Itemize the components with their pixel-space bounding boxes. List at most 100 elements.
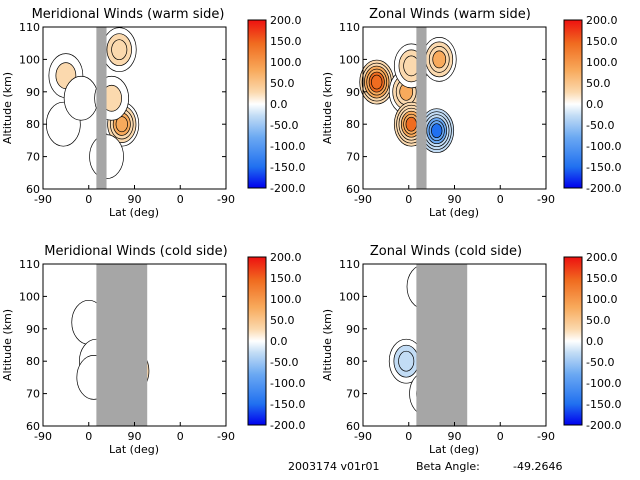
colorbar-tick-label: -100.0 bbox=[270, 377, 305, 390]
y-tick-label: 80 bbox=[346, 355, 360, 368]
contour-ring bbox=[431, 123, 443, 139]
y-tick-label: 90 bbox=[346, 86, 360, 99]
contour-ring bbox=[115, 116, 128, 133]
meridional-cold-panel: Meridional Winds (cold side) -90 0 90 0 -90 … bbox=[1, 244, 305, 456]
plot-area bbox=[359, 27, 457, 189]
no-data-band bbox=[416, 27, 427, 189]
x-axis-ticks: -90 0 90 0 -90 bbox=[354, 185, 555, 206]
y-axis-label: Altitude (km) bbox=[321, 72, 334, 144]
x-tick-label: -90 bbox=[217, 193, 235, 206]
beta-angle-value: -49.2646 bbox=[513, 460, 562, 473]
y-tick-label: 100 bbox=[339, 53, 360, 66]
x-tick-label: 90 bbox=[128, 193, 142, 206]
y-axis-ticks: 60 70 80 90 100 110 bbox=[19, 21, 226, 196]
x-tick-label: 90 bbox=[448, 430, 462, 443]
colorbar-tick-label: 50.0 bbox=[586, 314, 611, 327]
y-tick-label: 80 bbox=[26, 355, 40, 368]
colorbar-tick-label: -100.0 bbox=[270, 140, 305, 153]
colorbar-tick-label: 150.0 bbox=[586, 35, 618, 48]
colorbar-tick-label: 0.0 bbox=[586, 98, 604, 111]
beta-angle-label: Beta Angle: bbox=[416, 460, 480, 473]
y-tick-label: 70 bbox=[346, 151, 360, 164]
no-data-band bbox=[416, 264, 468, 426]
colorbar-tick-label: 0.0 bbox=[586, 335, 604, 348]
colorbar-tick-label: 150.0 bbox=[270, 35, 302, 48]
meridional-warm-panel: Meridional Winds (warm side) -90 0 90 0 -90 … bbox=[1, 7, 305, 219]
x-tick-label: 90 bbox=[128, 430, 142, 443]
colorbar-tick-label: -150.0 bbox=[586, 161, 621, 174]
y-tick-label: 100 bbox=[339, 290, 360, 303]
x-tick-label: 0 bbox=[85, 430, 92, 443]
panel-title: Meridional Winds (cold side) bbox=[44, 244, 227, 259]
panel-title: Zonal Winds (warm side) bbox=[369, 7, 531, 22]
y-tick-label: 70 bbox=[26, 388, 40, 401]
contour-ring bbox=[63, 75, 99, 121]
y-tick-label: 90 bbox=[26, 86, 40, 99]
x-axis-label: Lat (deg) bbox=[109, 443, 159, 456]
colorbar-tick-label: -50.0 bbox=[586, 356, 614, 369]
run-id-label: 2003174 v01r01 bbox=[288, 460, 380, 473]
x-tick-label: -90 bbox=[354, 193, 372, 206]
y-axis-ticks: 60 70 80 90 100 110 bbox=[339, 21, 546, 196]
y-tick-label: 70 bbox=[346, 388, 360, 401]
y-tick-label: 60 bbox=[346, 420, 360, 433]
colorbar-scale bbox=[247, 256, 267, 426]
y-tick-label: 80 bbox=[26, 118, 40, 131]
colorbar-tick-label: -100.0 bbox=[586, 377, 621, 390]
x-tick-label: 0 bbox=[405, 430, 412, 443]
x-axis-label: Lat (deg) bbox=[429, 443, 479, 456]
colorbar-tick-label: 200.0 bbox=[270, 251, 302, 264]
x-tick-label: 0 bbox=[497, 193, 504, 206]
y-axis-ticks: 60 70 80 90 100 110 bbox=[339, 258, 546, 433]
y-tick-label: 100 bbox=[19, 290, 40, 303]
x-axis-label: Lat (deg) bbox=[109, 206, 159, 219]
colorbar-tick-label: 200.0 bbox=[586, 14, 618, 27]
y-tick-label: 100 bbox=[19, 53, 40, 66]
colorbar: 200.0 150.0 100.0 50.0 0.0 -50.0 -100.0 -150.0 -… bbox=[247, 14, 305, 195]
x-tick-label: -90 bbox=[537, 193, 555, 206]
y-axis-label: Altitude (km) bbox=[1, 72, 14, 144]
colorbar-tick-label: -50.0 bbox=[270, 356, 298, 369]
colorbar-tick-label: 100.0 bbox=[270, 293, 302, 306]
y-tick-label: 110 bbox=[19, 258, 40, 271]
x-axis-label: Lat (deg) bbox=[429, 206, 479, 219]
colorbar-tick-label: -150.0 bbox=[270, 161, 305, 174]
y-tick-label: 70 bbox=[26, 151, 40, 164]
x-tick-label: 0 bbox=[177, 193, 184, 206]
y-axis-ticks: 60 70 80 90 100 110 bbox=[19, 258, 226, 433]
colorbar-tick-label: -50.0 bbox=[586, 119, 614, 132]
wind-cell bbox=[101, 27, 137, 73]
colorbar: 200.0 150.0 100.0 50.0 0.0 -50.0 -100.0 -150.0 -… bbox=[247, 251, 305, 432]
plot-area bbox=[71, 264, 150, 426]
colorbar-tick-label: 50.0 bbox=[270, 77, 295, 90]
colorbar-tick-label: 100.0 bbox=[586, 293, 618, 306]
colorbar-tick-label: 150.0 bbox=[586, 272, 618, 285]
colorbar-tick-label: -200.0 bbox=[586, 182, 621, 195]
wind-cell bbox=[388, 338, 424, 384]
contour-ring bbox=[371, 74, 383, 90]
x-axis-ticks: -90 0 90 0 -90 bbox=[34, 422, 235, 443]
colorbar-tick-label: 0.0 bbox=[270, 98, 288, 111]
panel-title: Zonal Winds (cold side) bbox=[370, 244, 522, 259]
contour-ring bbox=[398, 350, 415, 372]
y-tick-label: 60 bbox=[26, 420, 40, 433]
colorbar-tick-label: 200.0 bbox=[270, 14, 302, 27]
colorbar-tick-label: -200.0 bbox=[270, 419, 305, 432]
x-tick-label: -90 bbox=[34, 430, 52, 443]
plot-area bbox=[45, 27, 140, 189]
y-tick-label: 90 bbox=[346, 323, 360, 336]
x-tick-label: 0 bbox=[85, 193, 92, 206]
y-tick-label: 110 bbox=[19, 21, 40, 34]
colorbar: 200.0 150.0 100.0 50.0 0.0 -50.0 -100.0 -150.0 -… bbox=[563, 251, 621, 432]
zonal-warm-panel: Zonal Winds (warm side) -90 0 90 0 -90 60 70 8… bbox=[321, 7, 621, 219]
x-axis-ticks: -90 0 90 0 -90 bbox=[34, 185, 235, 206]
colorbar-tick-label: 100.0 bbox=[586, 56, 618, 69]
wind-cell bbox=[421, 37, 457, 82]
x-tick-label: 0 bbox=[405, 193, 412, 206]
x-tick-label: -90 bbox=[217, 430, 235, 443]
colorbar-tick-label: -200.0 bbox=[586, 419, 621, 432]
colorbar-tick-label: 100.0 bbox=[270, 56, 302, 69]
y-tick-label: 60 bbox=[26, 183, 40, 196]
wind-cell bbox=[359, 59, 395, 105]
colorbar-tick-label: -150.0 bbox=[270, 398, 305, 411]
